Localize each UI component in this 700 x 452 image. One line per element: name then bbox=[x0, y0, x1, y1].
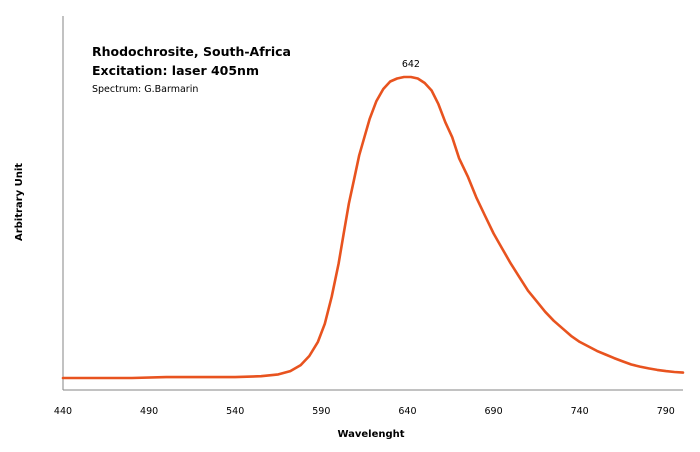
peak-annotation-label: 642 bbox=[402, 59, 420, 70]
x-tick-label: 490 bbox=[140, 406, 158, 417]
chart-subtitle: Excitation: laser 405nm bbox=[92, 63, 259, 78]
spectrum-series-line bbox=[61, 75, 685, 380]
x-tick-label: 590 bbox=[312, 406, 330, 417]
chart-title: Rhodochrosite, South-Africa bbox=[92, 44, 291, 59]
x-tick-label: 540 bbox=[226, 406, 244, 417]
x-tick-labels: 440 490 540 590 640 690 740 790 bbox=[54, 406, 675, 417]
y-axis-title: Arbitrary Unit bbox=[14, 163, 25, 241]
x-tick-label: 640 bbox=[398, 406, 416, 417]
x-tick-label: 790 bbox=[657, 406, 675, 417]
chart-header: Rhodochrosite, South-Africa Excitation: … bbox=[92, 44, 291, 95]
x-tick-label: 440 bbox=[54, 406, 72, 417]
x-axis-title: Wavelenght bbox=[337, 429, 404, 440]
x-tick-label: 690 bbox=[484, 406, 502, 417]
chart-credit: Spectrum: G.Barmarin bbox=[92, 84, 198, 95]
x-tick-label: 740 bbox=[571, 406, 589, 417]
